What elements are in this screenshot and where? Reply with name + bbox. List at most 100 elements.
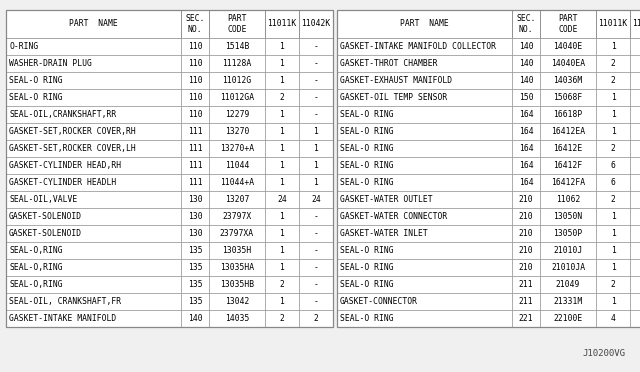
Text: 210: 210 xyxy=(518,229,533,238)
Bar xyxy=(512,242,540,259)
Bar xyxy=(6,276,181,293)
Text: GASKET-SET,ROCKER COVER,LH: GASKET-SET,ROCKER COVER,LH xyxy=(9,144,136,153)
Text: SEAL-O,RING: SEAL-O,RING xyxy=(9,263,63,272)
Bar xyxy=(596,259,630,276)
Bar xyxy=(630,38,640,55)
Bar xyxy=(299,123,333,140)
Text: 110: 110 xyxy=(188,110,202,119)
Text: 210: 210 xyxy=(518,195,533,204)
Text: 23797XA: 23797XA xyxy=(220,229,254,238)
Bar xyxy=(181,276,209,293)
Bar xyxy=(596,140,630,157)
Text: SEAL-O,RING: SEAL-O,RING xyxy=(9,280,63,289)
Bar xyxy=(265,310,299,327)
Text: GASKET-CYLINDER HEAD,RH: GASKET-CYLINDER HEAD,RH xyxy=(9,161,121,170)
Text: 21049: 21049 xyxy=(556,280,580,289)
Text: 13035H: 13035H xyxy=(222,246,252,255)
Bar xyxy=(6,242,181,259)
Text: O-RING: O-RING xyxy=(9,42,38,51)
Bar xyxy=(596,208,630,225)
Text: 211: 211 xyxy=(518,297,533,306)
Text: GASKET-SOLENOID: GASKET-SOLENOID xyxy=(9,212,82,221)
Bar xyxy=(540,259,596,276)
Bar xyxy=(630,140,640,157)
Text: 16618P: 16618P xyxy=(554,110,582,119)
Bar xyxy=(299,242,333,259)
Bar xyxy=(512,276,540,293)
Bar xyxy=(337,310,512,327)
Text: 14036M: 14036M xyxy=(554,76,582,85)
Bar xyxy=(209,123,265,140)
Bar xyxy=(596,310,630,327)
Bar xyxy=(540,72,596,89)
Text: GASKET-WATER CONNECTOR: GASKET-WATER CONNECTOR xyxy=(340,212,447,221)
Text: 130: 130 xyxy=(188,195,202,204)
Text: SEAL-O RING: SEAL-O RING xyxy=(340,178,394,187)
Text: GASKET-WATER OUTLET: GASKET-WATER OUTLET xyxy=(340,195,433,204)
Text: 110: 110 xyxy=(188,93,202,102)
Text: 14040E: 14040E xyxy=(554,42,582,51)
Bar xyxy=(209,157,265,174)
Bar xyxy=(265,72,299,89)
Text: 13035HA: 13035HA xyxy=(220,263,254,272)
Bar xyxy=(337,293,512,310)
Text: 13207: 13207 xyxy=(225,195,249,204)
Bar xyxy=(596,55,630,72)
Text: GASKET-CONNECTOR: GASKET-CONNECTOR xyxy=(340,297,418,306)
Text: 6: 6 xyxy=(611,178,616,187)
Text: SEAL-O RING: SEAL-O RING xyxy=(340,280,394,289)
Bar xyxy=(299,174,333,191)
Text: 4: 4 xyxy=(611,314,616,323)
Text: 210: 210 xyxy=(518,212,533,221)
Text: 11012G: 11012G xyxy=(222,76,252,85)
Text: 111: 111 xyxy=(188,161,202,170)
Bar xyxy=(181,191,209,208)
Bar xyxy=(265,157,299,174)
Text: 16412E: 16412E xyxy=(554,144,582,153)
Bar xyxy=(630,293,640,310)
Text: 11042K: 11042K xyxy=(632,19,640,29)
Text: 221: 221 xyxy=(518,314,533,323)
Bar xyxy=(209,106,265,123)
Bar xyxy=(209,242,265,259)
Bar xyxy=(630,310,640,327)
Text: 135: 135 xyxy=(188,263,202,272)
Bar xyxy=(540,157,596,174)
Bar xyxy=(299,276,333,293)
Text: -: - xyxy=(314,212,319,221)
Bar xyxy=(540,10,596,38)
Text: 164: 164 xyxy=(518,161,533,170)
Text: 1: 1 xyxy=(314,144,319,153)
Bar xyxy=(299,10,333,38)
Text: 135: 135 xyxy=(188,280,202,289)
Bar xyxy=(6,89,181,106)
Text: SEAL-O RING: SEAL-O RING xyxy=(340,110,394,119)
Bar xyxy=(209,293,265,310)
Bar xyxy=(209,72,265,89)
Text: GASKET-SOLENOID: GASKET-SOLENOID xyxy=(9,229,82,238)
Bar xyxy=(337,10,640,327)
Bar xyxy=(209,89,265,106)
Text: -: - xyxy=(314,59,319,68)
Bar xyxy=(596,242,630,259)
Text: SEAL-O RING: SEAL-O RING xyxy=(340,127,394,136)
Text: 210: 210 xyxy=(518,246,533,255)
Bar xyxy=(512,157,540,174)
Bar xyxy=(209,208,265,225)
Text: 12279: 12279 xyxy=(225,110,249,119)
Bar xyxy=(209,55,265,72)
Bar xyxy=(181,89,209,106)
Bar xyxy=(299,106,333,123)
Text: 11044+A: 11044+A xyxy=(220,178,254,187)
Bar xyxy=(181,293,209,310)
Text: -: - xyxy=(314,93,319,102)
Bar xyxy=(6,225,181,242)
Bar xyxy=(337,89,512,106)
Bar xyxy=(596,191,630,208)
Bar xyxy=(6,191,181,208)
Text: 1: 1 xyxy=(280,161,284,170)
Text: 13050N: 13050N xyxy=(554,212,582,221)
Bar xyxy=(512,89,540,106)
Text: SEAL-OIL,VALVE: SEAL-OIL,VALVE xyxy=(9,195,77,204)
Text: 1: 1 xyxy=(314,127,319,136)
